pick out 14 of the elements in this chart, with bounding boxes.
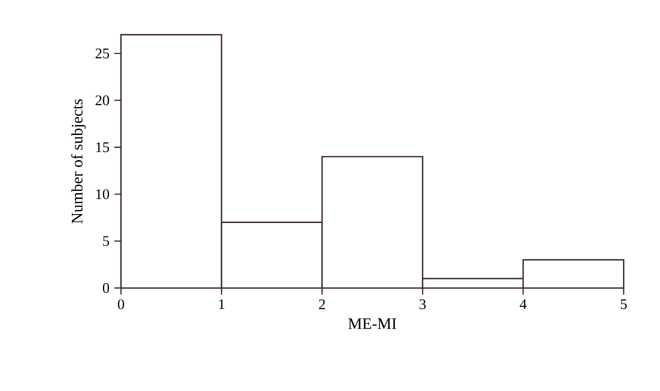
x-tick-label: 1 (219, 299, 224, 310)
x-tick-label: 0 (118, 299, 124, 310)
x-tick-label: 3 (420, 299, 426, 310)
x-tick-label: 5 (620, 299, 627, 310)
y-tick-label: 5 (103, 236, 110, 246)
y-tick-label: 10 (96, 189, 110, 200)
y-tick-label: 15 (96, 142, 110, 152)
x-axis-title: ME-MI (348, 318, 396, 329)
y-tick-label: 0 (102, 283, 110, 293)
y-axis-title: Number of subjects (71, 99, 86, 224)
x-tick-label: 2 (319, 299, 325, 310)
y-tick-label: 25 (96, 48, 110, 58)
y-tick-label: 20 (96, 95, 110, 106)
x-tick-label: 4 (520, 299, 527, 310)
